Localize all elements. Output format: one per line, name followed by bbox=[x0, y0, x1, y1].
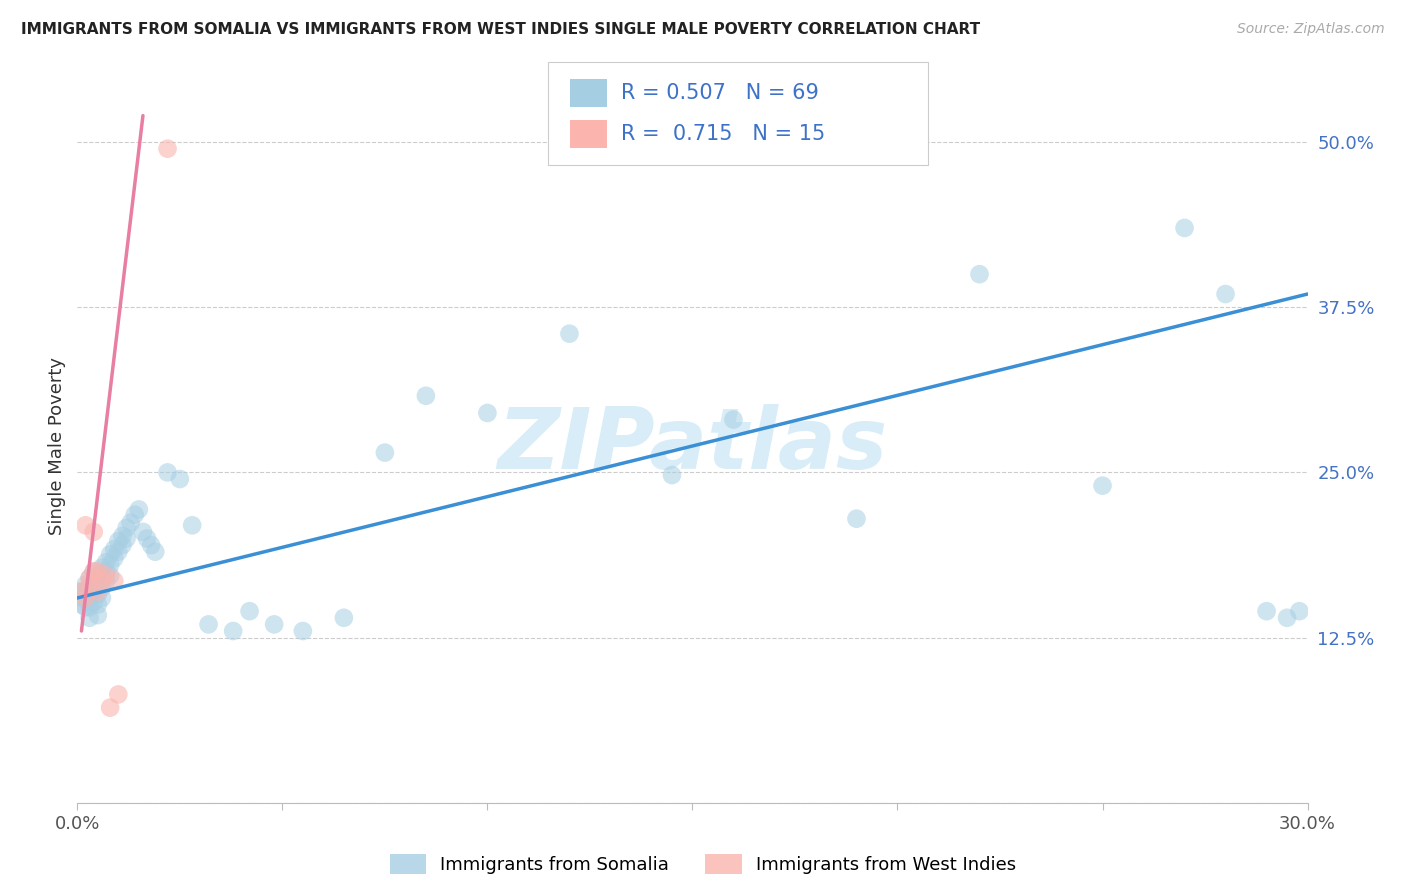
Point bbox=[90, 591, 114, 605]
Point bbox=[374, 445, 396, 459]
Point bbox=[87, 608, 110, 623]
Point bbox=[79, 611, 101, 625]
Point bbox=[83, 565, 105, 579]
Point bbox=[107, 534, 129, 549]
Point bbox=[83, 595, 105, 609]
Point bbox=[70, 584, 93, 599]
Point bbox=[1174, 221, 1197, 235]
Point bbox=[70, 598, 93, 612]
Point bbox=[94, 568, 117, 582]
Point bbox=[79, 582, 101, 596]
Point bbox=[75, 591, 97, 605]
Point bbox=[107, 545, 129, 559]
Point bbox=[124, 508, 146, 522]
Point bbox=[156, 466, 179, 480]
Point bbox=[87, 587, 110, 601]
Point bbox=[83, 584, 105, 599]
Point bbox=[75, 578, 97, 592]
Point bbox=[120, 516, 142, 530]
Point bbox=[115, 521, 138, 535]
Point bbox=[156, 142, 179, 156]
Point bbox=[90, 560, 114, 574]
Point bbox=[115, 532, 138, 546]
Point bbox=[90, 574, 114, 588]
Point bbox=[103, 551, 125, 566]
Legend: Immigrants from Somalia, Immigrants from West Indies: Immigrants from Somalia, Immigrants from… bbox=[382, 847, 1024, 881]
Point bbox=[1275, 611, 1298, 625]
Point bbox=[558, 326, 581, 341]
Point bbox=[87, 578, 110, 592]
Point bbox=[661, 468, 683, 483]
Point bbox=[723, 412, 745, 426]
Point bbox=[107, 688, 129, 702]
Point bbox=[75, 600, 97, 615]
Point bbox=[98, 547, 121, 561]
Point bbox=[79, 591, 101, 605]
Point bbox=[70, 591, 93, 605]
Point bbox=[79, 578, 101, 592]
Point bbox=[98, 700, 121, 714]
Point bbox=[79, 571, 101, 585]
Point bbox=[1215, 287, 1237, 301]
Point bbox=[143, 545, 166, 559]
Point bbox=[415, 389, 437, 403]
Point bbox=[98, 558, 121, 572]
Point bbox=[169, 472, 191, 486]
Point bbox=[98, 568, 121, 582]
Point bbox=[197, 617, 219, 632]
Text: ZIPatlas: ZIPatlas bbox=[498, 404, 887, 488]
Point bbox=[111, 529, 134, 543]
Point bbox=[333, 611, 356, 625]
Point bbox=[87, 565, 110, 579]
Point bbox=[477, 406, 499, 420]
Point bbox=[132, 524, 155, 539]
Point bbox=[87, 598, 110, 612]
Text: R =  0.715   N = 15: R = 0.715 N = 15 bbox=[620, 124, 825, 145]
Point bbox=[90, 571, 114, 585]
Point bbox=[291, 624, 314, 638]
Point bbox=[103, 574, 125, 588]
Point bbox=[128, 502, 150, 516]
Point bbox=[111, 538, 134, 552]
Y-axis label: Single Male Poverty: Single Male Poverty bbox=[48, 357, 66, 535]
Point bbox=[263, 617, 285, 632]
Point bbox=[222, 624, 245, 638]
Point bbox=[181, 518, 204, 533]
Point bbox=[969, 267, 991, 281]
Point bbox=[94, 565, 117, 579]
Point bbox=[79, 600, 101, 615]
Point bbox=[94, 574, 117, 588]
Point bbox=[1256, 604, 1278, 618]
Point bbox=[239, 604, 262, 618]
Point bbox=[136, 532, 159, 546]
Point bbox=[83, 565, 105, 579]
Point bbox=[87, 584, 110, 599]
Point bbox=[75, 518, 97, 533]
Point bbox=[1288, 604, 1310, 618]
Point bbox=[103, 542, 125, 557]
Point bbox=[90, 581, 114, 595]
Point bbox=[70, 584, 93, 599]
Text: R = 0.507   N = 69: R = 0.507 N = 69 bbox=[620, 83, 818, 103]
Point bbox=[75, 584, 97, 599]
Point bbox=[141, 538, 163, 552]
Point bbox=[87, 568, 110, 582]
Point bbox=[845, 511, 868, 525]
Text: Source: ZipAtlas.com: Source: ZipAtlas.com bbox=[1237, 22, 1385, 37]
Point bbox=[79, 571, 101, 585]
Point bbox=[83, 574, 105, 588]
Point bbox=[1091, 478, 1114, 492]
Point bbox=[94, 555, 117, 569]
Point bbox=[75, 591, 97, 605]
Text: IMMIGRANTS FROM SOMALIA VS IMMIGRANTS FROM WEST INDIES SINGLE MALE POVERTY CORRE: IMMIGRANTS FROM SOMALIA VS IMMIGRANTS FR… bbox=[21, 22, 980, 37]
Point bbox=[83, 524, 105, 539]
